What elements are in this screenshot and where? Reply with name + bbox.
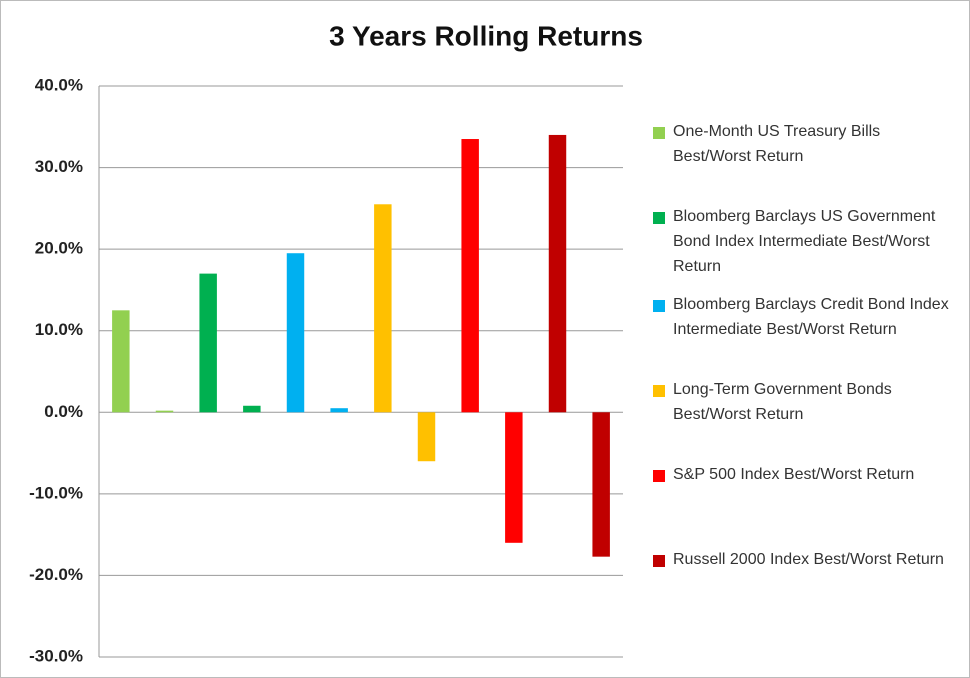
bar: [330, 408, 348, 413]
bar: [374, 204, 392, 413]
legend-swatch: [653, 470, 665, 482]
legend-swatch: [653, 127, 665, 139]
y-tick-label: 30.0%: [35, 157, 83, 176]
legend-label: Long-Term Government Bonds Best/Worst Re…: [673, 381, 892, 423]
bar: [592, 412, 610, 557]
y-tick-label: -30.0%: [29, 646, 83, 665]
legend-item: Bloomberg Barclays Credit Bond Index Int…: [653, 296, 953, 342]
legend-label: Russell 2000 Index Best/Worst Return: [673, 551, 944, 568]
legend-label: Bloomberg Barclays Credit Bond Index Int…: [673, 296, 949, 338]
legend-item: Long-Term Government Bonds Best/Worst Re…: [653, 381, 953, 427]
bar: [417, 412, 436, 462]
y-tick-label: 20.0%: [35, 239, 83, 258]
bar: [286, 253, 305, 413]
y-tick-label: -10.0%: [29, 483, 83, 502]
bar: [461, 139, 479, 413]
bar: [243, 405, 261, 413]
legend-label: S&P 500 Index Best/Worst Return: [673, 466, 915, 483]
bar: [505, 412, 523, 543]
legend-swatch: [653, 212, 665, 224]
legend-item: Bloomberg Barclays US Government Bond In…: [653, 208, 953, 279]
y-tick-label: -20.0%: [29, 565, 83, 584]
y-tick-label: 40.0%: [35, 75, 83, 94]
legend-swatch: [653, 385, 665, 397]
bar: [199, 273, 217, 413]
y-tick-label: 0.0%: [44, 402, 83, 421]
legend-item: S&P 500 Index Best/Worst Return: [653, 466, 953, 487]
chart-title: 3 Years Rolling Returns: [329, 20, 643, 51]
legend-swatch: [653, 300, 665, 312]
legend-label: One-Month US Treasury Bills Best/Worst R…: [673, 123, 881, 165]
legend-item: One-Month US Treasury Bills Best/Worst R…: [653, 123, 953, 169]
bar: [155, 410, 174, 413]
bar: [548, 134, 567, 413]
bar: [112, 310, 130, 413]
legend-item: Russell 2000 Index Best/Worst Return: [653, 551, 953, 572]
y-tick-label: 10.0%: [35, 320, 83, 339]
legend-swatch: [653, 555, 665, 567]
legend-label: Bloomberg Barclays US Government Bond In…: [673, 208, 936, 275]
